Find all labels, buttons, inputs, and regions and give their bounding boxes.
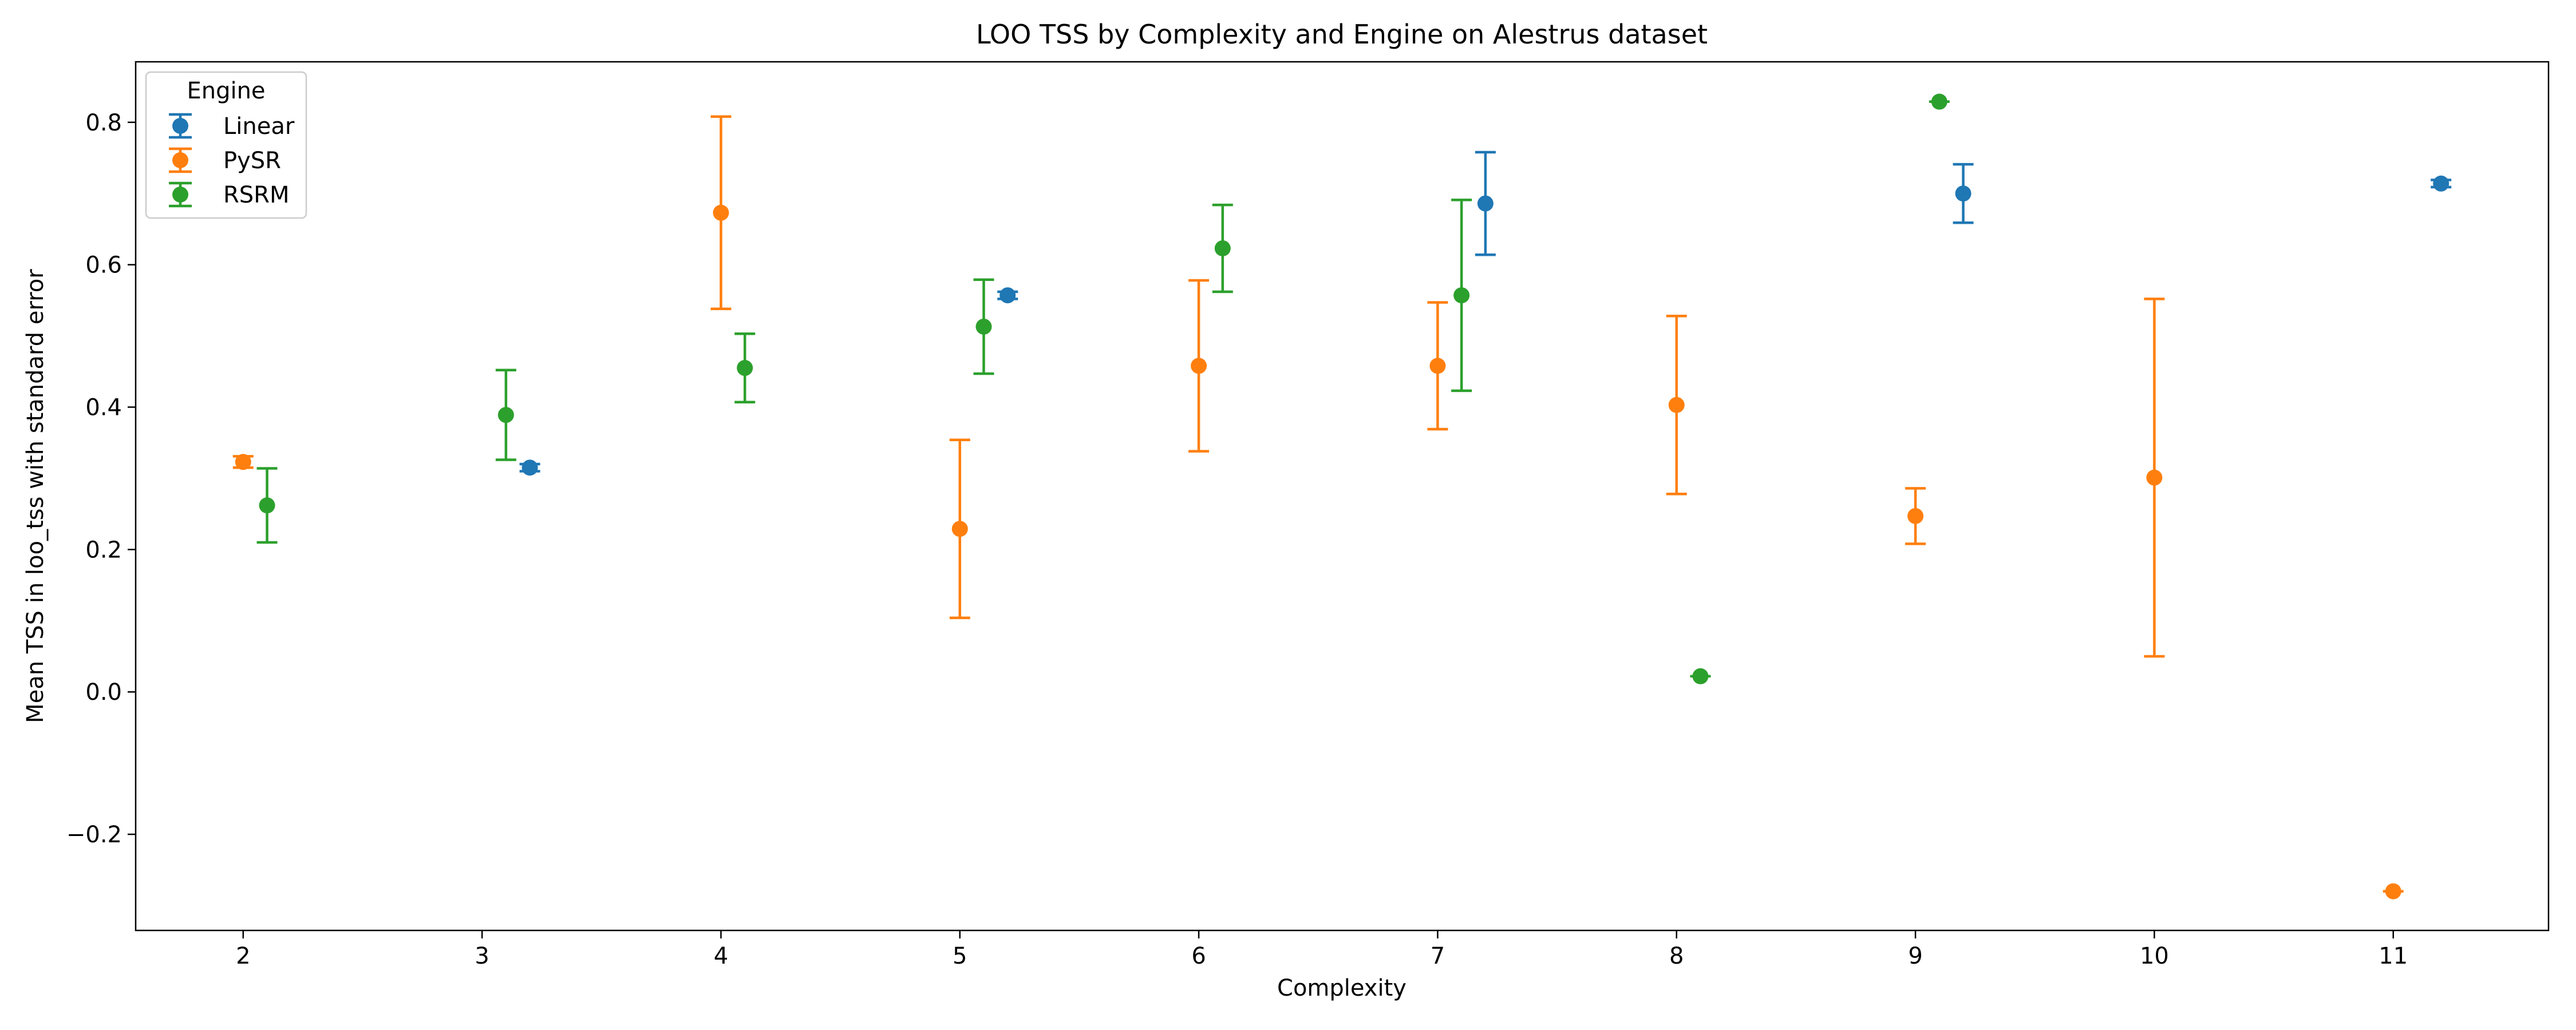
plot-frame: [135, 61, 2550, 932]
y-tick-label: 0.8: [85, 110, 122, 136]
data-point: [497, 407, 514, 423]
data-point: [1955, 185, 1971, 202]
x-tick-label: 5: [953, 943, 967, 969]
legend-title: Engine: [187, 78, 265, 104]
data-point: [521, 459, 538, 476]
data-point: [1477, 195, 1494, 212]
legend-label-rsrm: RSRM: [223, 182, 290, 208]
data-point: [2146, 469, 2163, 486]
legend-box: [145, 71, 307, 219]
legend-marker-point: [172, 187, 188, 203]
data-point: [1692, 668, 1709, 684]
y-tick-label: 0.2: [85, 537, 122, 563]
data-point: [1668, 397, 1685, 413]
data-point: [737, 360, 753, 377]
legend-marker-point: [172, 152, 188, 168]
y-axis: −0.2 0.0 0.2 0.4 0.6 0.8: [66, 110, 136, 848]
chart-marks: [232, 93, 2452, 900]
x-axis: 2 3 4 5 6 7 8 9 10 11: [236, 930, 2408, 969]
x-tick-label: 3: [475, 943, 489, 969]
data-point: [1931, 93, 1947, 110]
data-point: [999, 287, 1016, 304]
x-tick-label: 9: [1908, 943, 1922, 969]
data-point: [713, 204, 729, 221]
y-tick-label: −0.2: [66, 822, 122, 848]
series-pysr: [232, 115, 2404, 900]
x-tick-label: 4: [714, 943, 728, 969]
x-tick-label: 11: [2379, 943, 2408, 969]
series-rsrm: [256, 93, 1950, 684]
data-point: [1907, 508, 1924, 524]
x-tick-label: 8: [1669, 943, 1684, 969]
y-tick-label: 0.0: [85, 679, 122, 706]
y-tick-label: 0.6: [85, 252, 122, 279]
x-tick-label: 6: [1191, 943, 1206, 969]
legend-label-linear: Linear: [223, 113, 295, 140]
y-tick-label: 0.4: [85, 394, 122, 421]
legend-label-pysr: PySR: [223, 148, 281, 174]
x-axis-label: Complexity: [1277, 975, 1406, 1001]
x-tick-label: 7: [1431, 943, 1445, 969]
data-point: [259, 497, 275, 514]
data-point: [1214, 240, 1231, 256]
data-point: [2433, 175, 2449, 192]
series-linear: [519, 150, 2452, 476]
data-point: [1429, 358, 1446, 374]
data-point: [951, 521, 968, 537]
y-axis-label: Mean TSS in loo_tss with standard error: [22, 269, 49, 723]
data-point: [2385, 883, 2401, 900]
x-tick-label: 10: [2140, 943, 2169, 969]
chart-title: LOO TSS by Complexity and Engine on Ales…: [976, 19, 1708, 50]
x-tick-label: 2: [236, 943, 250, 969]
data-point: [975, 318, 992, 335]
legend-marker-point: [172, 118, 188, 134]
data-point: [235, 454, 251, 470]
legend: Engine Linear PySR RSRM: [145, 71, 307, 219]
data-point: [1453, 287, 1470, 304]
data-point: [1191, 358, 1207, 374]
